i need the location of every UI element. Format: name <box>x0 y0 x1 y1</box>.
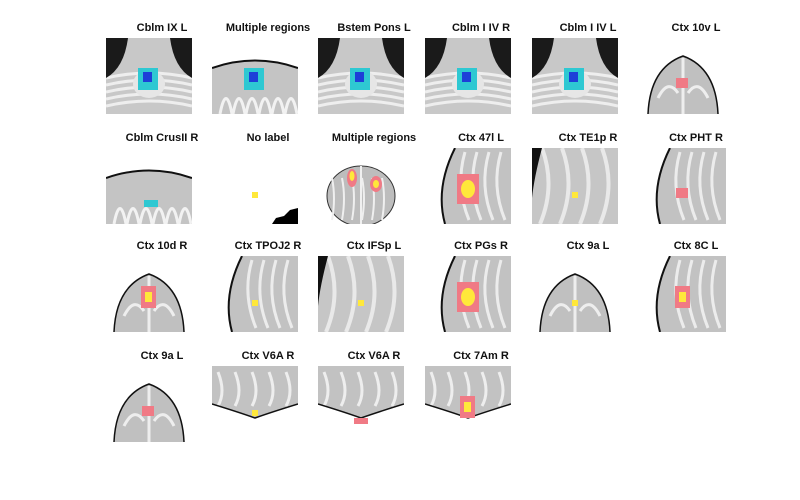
activation-cluster-warm <box>676 188 688 198</box>
panel-title: No label <box>246 132 290 144</box>
activation-peak-cool <box>249 72 258 82</box>
panel-title: Ctx TE1p R <box>558 132 618 144</box>
panel-title: Ctx 7Am R <box>453 350 509 362</box>
panel-title: Ctx IFSp L <box>346 240 402 252</box>
brain-slice-image <box>318 366 404 442</box>
activation-peak-warm <box>464 402 471 412</box>
activation-point <box>252 192 258 198</box>
activation-cluster-cool <box>144 200 158 207</box>
brain-slice-image <box>106 38 192 114</box>
panel-title: Ctx 9a L <box>566 240 610 252</box>
activation-peak-warm <box>679 292 686 302</box>
panel-title: Ctx 8C L <box>673 240 719 252</box>
brain-slice-image <box>318 148 404 224</box>
activation-cluster-warm <box>354 418 368 424</box>
panel-title: Ctx TPOJ2 R <box>234 240 302 252</box>
brain-slice-image <box>532 38 618 114</box>
activation-peak-warm <box>461 288 475 306</box>
activation-point <box>252 410 258 416</box>
panel-title: Multiple regions <box>331 132 417 144</box>
brain-slice-image <box>425 148 511 224</box>
panel-title: Ctx 10d R <box>136 240 188 252</box>
brain-slice-image <box>106 366 192 442</box>
brain-slice-image <box>318 38 404 114</box>
brain-slice-image <box>318 256 404 332</box>
brain-slice-image <box>640 38 726 114</box>
brain-slice-image <box>640 148 726 224</box>
brain-slice-image <box>532 148 618 224</box>
activation-cluster-warm <box>676 78 688 88</box>
panel-title: Cblm CrusII R <box>125 132 199 144</box>
activation-peak-warm <box>373 180 379 188</box>
brain-slice-image <box>106 256 192 332</box>
activation-point <box>252 300 258 306</box>
activation-cluster-warm <box>142 406 154 416</box>
activation-point <box>572 300 578 306</box>
panel-title: Ctx 47l L <box>458 132 504 144</box>
panel-title: Cblm IX L <box>136 22 188 34</box>
panel-title: Ctx PHT R <box>669 132 723 144</box>
brain-slice-image <box>425 38 511 114</box>
activation-peak-cool <box>462 72 471 82</box>
brain-slice-image <box>252 192 298 224</box>
activation-peak-cool <box>355 72 364 82</box>
panel-title: Multiple regions <box>225 22 311 34</box>
activation-point <box>358 300 364 306</box>
activation-peak-warm <box>349 171 355 181</box>
brain-slice-image <box>640 256 726 332</box>
panel-title: Bstem Pons L <box>337 22 411 34</box>
panel-title: Ctx V6A R <box>347 350 401 362</box>
activation-peak-cool <box>569 72 578 82</box>
brain-slice-image <box>532 256 618 332</box>
brain-slice-image <box>212 38 298 114</box>
panel-title: Cblm I IV L <box>559 22 617 34</box>
brain-slice-image <box>425 256 511 332</box>
panel-title: Ctx PGs R <box>454 240 508 252</box>
panel-title: Ctx V6A R <box>241 350 295 362</box>
brain-slice-image <box>425 366 511 442</box>
brain-slice-image <box>212 366 298 442</box>
brain-slice-image <box>212 256 298 332</box>
panel-title: Ctx 9a L <box>140 350 184 362</box>
image-edge-mark <box>272 208 298 224</box>
panel-title: Cblm I IV R <box>451 22 511 34</box>
activation-point <box>572 192 578 198</box>
brain-slice-image <box>106 148 192 224</box>
activation-peak-warm <box>145 292 152 302</box>
activation-peak-warm <box>461 180 475 198</box>
panel-title: Ctx 10v L <box>671 22 721 34</box>
activation-peak-cool <box>143 72 152 82</box>
